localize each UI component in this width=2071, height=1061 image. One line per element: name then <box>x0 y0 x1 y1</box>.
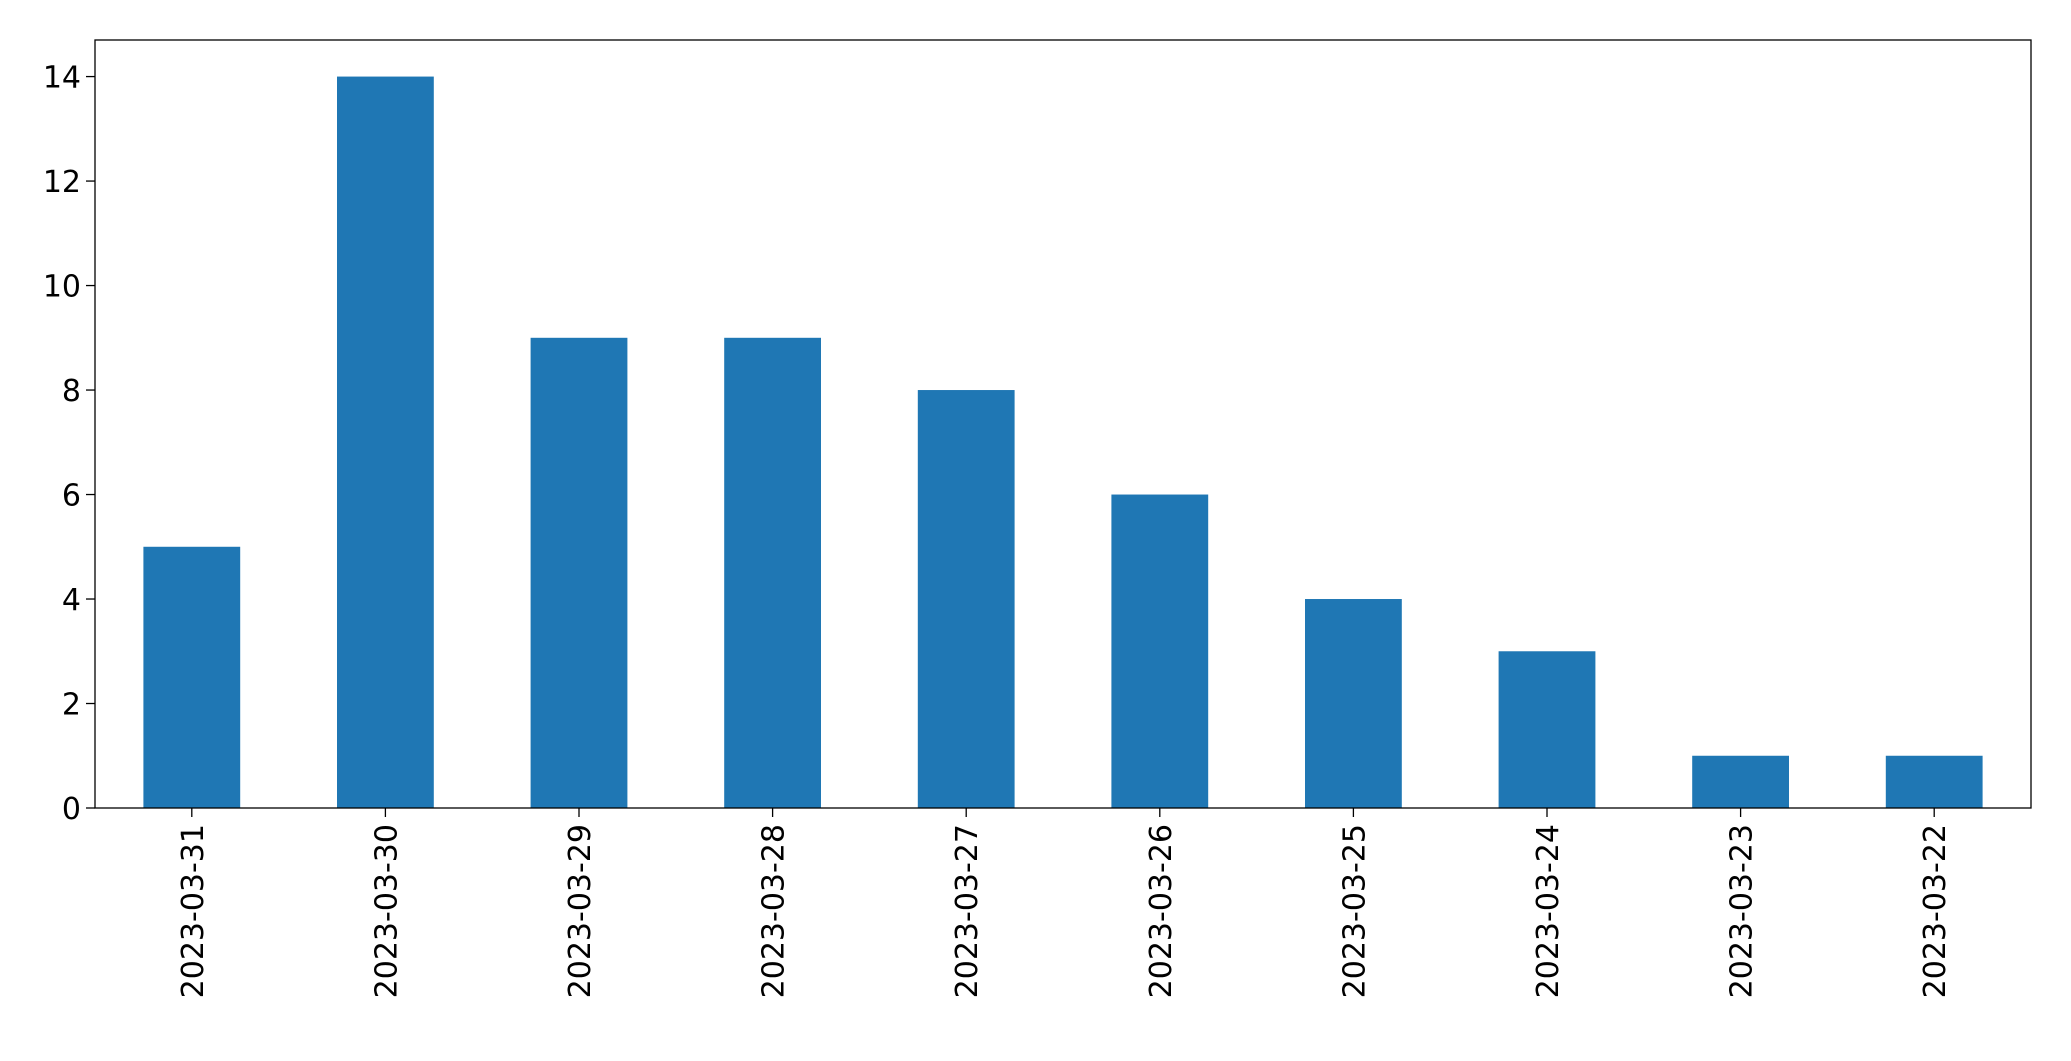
y-tick-label: 4 <box>62 583 81 618</box>
y-tick-label: 0 <box>62 792 81 827</box>
x-tick-label: 2023-03-28 <box>757 824 792 998</box>
y-tick-label: 6 <box>62 479 81 514</box>
bar <box>530 337 628 808</box>
x-tick-label: 2023-03-24 <box>1531 824 1566 998</box>
x-tick-label: 2023-03-23 <box>1725 824 1760 998</box>
y-tick-label: 2 <box>62 688 81 723</box>
y-tick-label: 12 <box>43 165 81 200</box>
bar <box>337 76 434 809</box>
x-tick-label: 2023-03-30 <box>369 824 404 998</box>
x-tick-label: 2023-03-27 <box>950 824 985 998</box>
y-tick-label: 10 <box>43 270 81 305</box>
x-tick-label: 2023-03-22 <box>1918 824 1953 998</box>
bar <box>1305 599 1402 808</box>
bar <box>1885 755 1983 808</box>
x-tick-label: 2023-03-31 <box>176 824 211 998</box>
x-tick-label: 2023-03-26 <box>1144 824 1179 998</box>
y-tick-label: 14 <box>43 61 81 96</box>
bar <box>143 546 241 808</box>
y-tick-label: 8 <box>62 374 81 409</box>
bar <box>1692 755 1789 808</box>
bar <box>1498 651 1596 808</box>
bar <box>1111 494 1209 808</box>
bar <box>917 390 1015 808</box>
x-tick-label: 2023-03-29 <box>563 824 598 998</box>
x-tick-label: 2023-03-25 <box>1337 824 1372 998</box>
bar <box>724 337 821 808</box>
plot-frame <box>94 39 2032 809</box>
